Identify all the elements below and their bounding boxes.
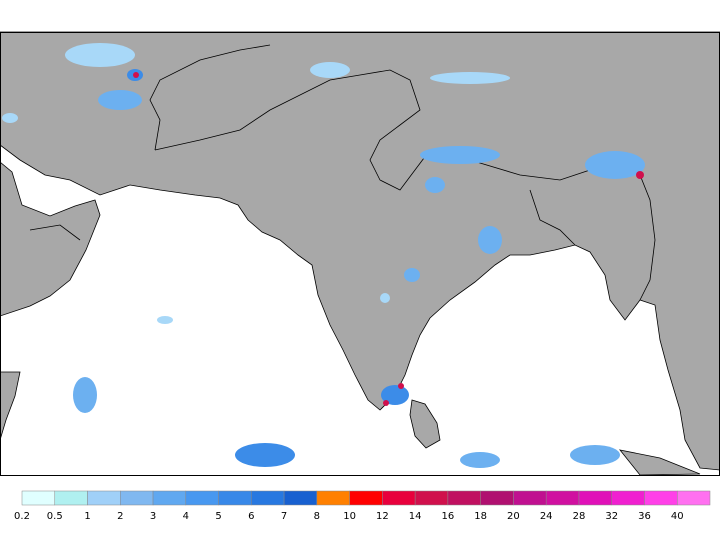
legend-label: 6 xyxy=(248,511,254,522)
border xyxy=(29,224,81,241)
legend-swatch xyxy=(644,490,678,506)
legend-label: 16 xyxy=(442,511,455,522)
legend-swatch xyxy=(87,490,121,506)
legend-label: 0.2 xyxy=(14,511,30,522)
border xyxy=(529,189,576,246)
land xyxy=(0,31,720,476)
rain-area xyxy=(235,443,295,467)
legend-swatch xyxy=(120,490,154,506)
legend-label: 2 xyxy=(117,511,123,522)
legend-label: 28 xyxy=(573,511,586,522)
legend-swatch xyxy=(676,490,711,506)
legend-label: 10 xyxy=(343,511,356,522)
legend-swatch xyxy=(21,490,56,506)
legend-swatch xyxy=(414,490,449,506)
border xyxy=(149,44,271,151)
legend-label: 8 xyxy=(314,511,320,522)
rain-areas xyxy=(2,43,645,468)
legend-label: 12 xyxy=(376,511,389,522)
legend-label: 36 xyxy=(638,511,651,522)
rain-area xyxy=(478,226,502,254)
legend-label: 1 xyxy=(84,511,90,522)
africa xyxy=(0,371,21,441)
rain-area xyxy=(310,62,350,78)
legend-label: 4 xyxy=(183,511,189,522)
legend-swatch xyxy=(447,490,481,506)
legend-label: 24 xyxy=(540,511,553,522)
rain-area xyxy=(585,151,645,179)
color-legend: 0.2 0.5 1 2 3 4 5 6 7 8 10 12 14 16 18 20 24 28 32 36 40 xyxy=(14,490,711,522)
rain-core xyxy=(636,171,644,179)
legend-swatch xyxy=(54,490,88,506)
legend-label: 3 xyxy=(150,511,156,522)
legend-swatch xyxy=(152,490,187,506)
arabia xyxy=(0,161,101,317)
rain-area xyxy=(381,385,409,405)
legend-label: 14 xyxy=(409,511,422,522)
legend-swatch xyxy=(611,490,645,506)
legend-label: 7 xyxy=(281,511,287,522)
legend-label: 5 xyxy=(215,511,221,522)
rain-area xyxy=(460,452,500,468)
sri-lanka xyxy=(409,399,441,449)
rain-area xyxy=(380,293,390,303)
rain-core xyxy=(133,72,139,78)
rain-area xyxy=(65,43,135,67)
eurasia xyxy=(0,31,720,471)
legend-label: 32 xyxy=(605,511,618,522)
rain-area xyxy=(98,90,142,110)
legend-swatch xyxy=(316,490,350,506)
legend-swatch xyxy=(251,490,285,506)
rain-core xyxy=(383,400,389,406)
legend-swatch xyxy=(578,490,612,506)
rain-area xyxy=(570,445,620,465)
rain-area xyxy=(2,113,18,123)
legend-swatch xyxy=(218,490,252,506)
rain-area xyxy=(420,146,500,164)
legend-swatch xyxy=(185,490,219,506)
rain-area xyxy=(404,268,420,282)
rain-core xyxy=(398,383,404,389)
legend-swatch xyxy=(382,490,416,506)
legend-swatch xyxy=(513,490,547,506)
legend-label: 18 xyxy=(474,511,487,522)
legend-label: 0.5 xyxy=(47,511,63,522)
legend-label: 40 xyxy=(671,511,684,522)
legend-swatch xyxy=(283,490,318,506)
rain-area xyxy=(430,72,510,84)
rain-area xyxy=(73,377,97,413)
legend-swatch xyxy=(349,490,383,506)
legend-label: 20 xyxy=(507,511,520,522)
sumatra xyxy=(619,449,701,476)
rain-area xyxy=(157,316,173,324)
legend-swatch xyxy=(480,490,514,506)
legend-swatch xyxy=(545,490,580,506)
rain-area xyxy=(425,177,445,193)
